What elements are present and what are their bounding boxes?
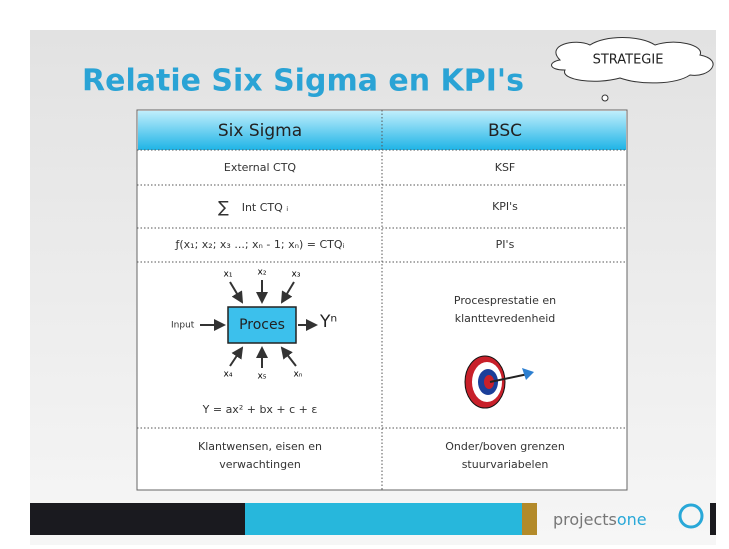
table: Six Sigma BSC External CTQ KSF ∑ Int CTQ…: [136, 109, 628, 491]
process-label: Proces: [239, 317, 285, 333]
cloud-text: STRATEGIE: [593, 53, 664, 68]
logo: projectsone: [553, 510, 647, 529]
cell: Onder/boven grenzen stuurvariabelen: [445, 440, 565, 471]
bar-segment: [30, 503, 245, 535]
bar-segment: [522, 503, 537, 535]
cell: Klantwensen, eisen en verwachtingen: [197, 440, 323, 471]
footer-bar: projectsone: [30, 503, 716, 535]
dart-flight: [522, 368, 534, 380]
cell: KSF: [495, 161, 516, 174]
arrow: [229, 346, 244, 367]
bar-segment: [710, 503, 716, 535]
bar-segment: [245, 503, 522, 535]
input-label: Input: [171, 321, 195, 331]
header-cell: Six Sigma: [218, 121, 302, 141]
target-ring: [484, 375, 494, 389]
table-header: [138, 111, 626, 150]
cell: PI's: [496, 238, 515, 251]
process-box: [227, 306, 297, 344]
cell: KPI's: [492, 200, 518, 213]
process-diagram: Proces Input Yⁿ x₁ x₂ x₃ x₄ x₅ xₙ: [171, 268, 337, 382]
dart: [489, 373, 529, 383]
logo-mark: [678, 503, 704, 529]
input-variable: x₁: [224, 270, 233, 280]
cell: ƒ(x₁; x₂; x₃ ...; xₙ - 1; xₙ) = CTQᵢ: [175, 238, 345, 251]
thought-cloud: [551, 37, 714, 84]
cell-wrap: Onder/boven grenzen stuurvariabelen: [445, 440, 565, 471]
sum-symbol: ∑: [218, 198, 229, 217]
cell-wrap: Klantwensen, eisen en verwachtingen: [197, 440, 323, 471]
arrow: [280, 281, 295, 304]
output-label: Yⁿ: [319, 312, 337, 332]
arrow: [280, 346, 297, 367]
cell-wrap: Procesprestatie en klanttevredenheid: [453, 294, 557, 325]
input-variable: x₂: [258, 268, 267, 278]
target-icon: [464, 355, 534, 409]
header-cell: BSC: [488, 121, 522, 141]
cell: External CTQ: [224, 161, 297, 174]
arrow: [229, 281, 244, 304]
input-variable: x₃: [292, 270, 301, 280]
input-variable: x₄: [224, 370, 233, 380]
input-variable: xₙ: [294, 370, 303, 380]
cloud-bubble: [601, 94, 609, 102]
input-variable: x₅: [258, 372, 267, 382]
cell: Int CTQ ᵢ: [242, 201, 289, 214]
slide-title: Relatie Six Sigma en KPI's: [82, 64, 524, 99]
cell: Procesprestatie en klanttevredenheid: [453, 294, 557, 325]
cell: Y = ax² + bx + c + ε: [202, 403, 318, 416]
